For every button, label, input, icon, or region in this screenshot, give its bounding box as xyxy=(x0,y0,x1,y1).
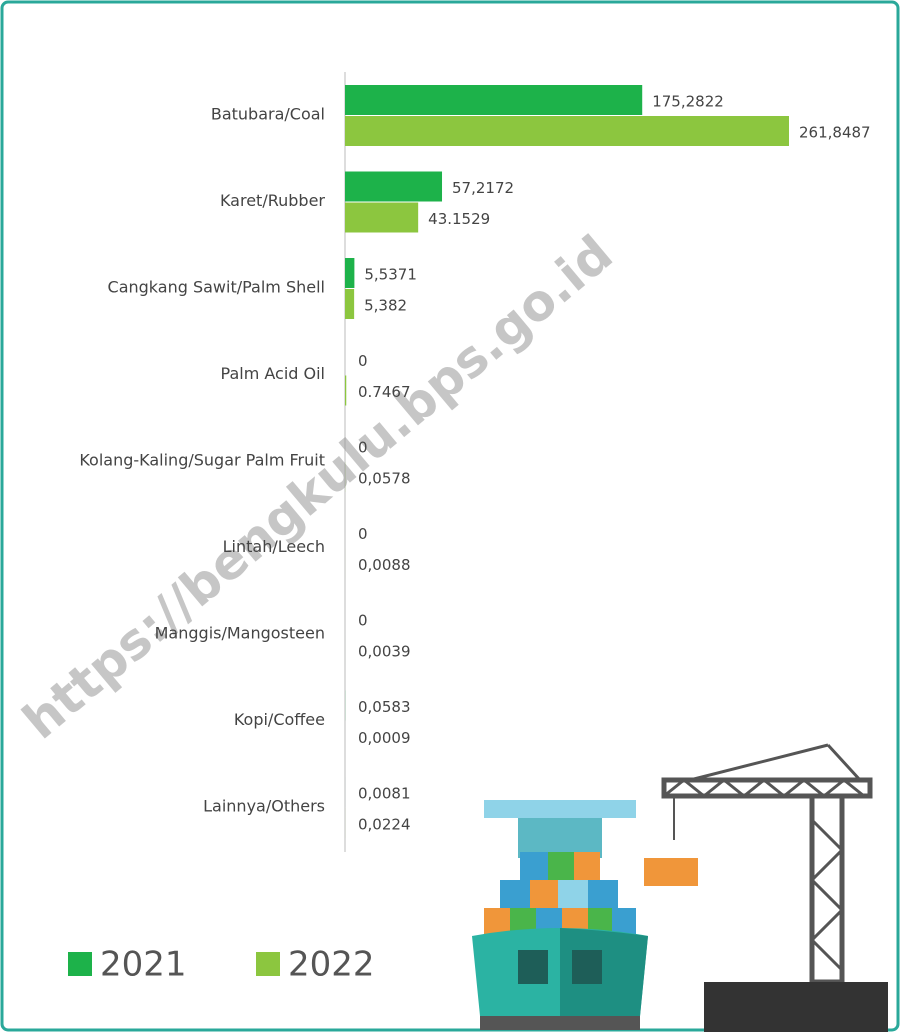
value-label: 175,2822 xyxy=(652,93,724,111)
legend-label: 2022 xyxy=(288,945,375,985)
value-label: 5,5371 xyxy=(364,266,417,284)
category-label: Lintah/Leech xyxy=(223,537,325,556)
value-label: 0,0039 xyxy=(358,643,411,661)
value-label: 0 xyxy=(358,352,368,370)
value-label: 57,2172 xyxy=(452,179,514,197)
bar xyxy=(345,258,354,288)
category-label: Kolang-Kaling/Sugar Palm Fruit xyxy=(79,451,325,470)
value-label: 43.1529 xyxy=(428,210,490,228)
bar xyxy=(345,376,346,406)
value-label: 0 xyxy=(358,439,368,457)
bar xyxy=(345,116,789,146)
value-label: 0,0009 xyxy=(358,729,411,747)
bar xyxy=(345,203,418,233)
value-label: 0,0578 xyxy=(358,470,411,488)
category-label: Palm Acid Oil xyxy=(221,364,325,383)
value-label: 0,0224 xyxy=(358,816,411,834)
value-label: 261,8487 xyxy=(799,124,871,142)
category-label: Manggis/Mangosteen xyxy=(155,624,325,643)
chart: https://bengkulu.bps.go.id Batubara/Coal… xyxy=(0,0,900,1032)
legend-swatch xyxy=(256,952,280,976)
value-label: 0 xyxy=(358,612,368,630)
legend-label: 2021 xyxy=(100,945,187,985)
legend-swatch xyxy=(68,952,92,976)
value-label: 0 xyxy=(358,525,368,543)
category-label: Lainnya/Others xyxy=(203,797,325,816)
value-label: 0,0583 xyxy=(358,698,411,716)
bar xyxy=(345,172,442,202)
category-label: Batubara/Coal xyxy=(211,105,325,124)
value-label: 5,382 xyxy=(364,297,407,315)
category-label: Karet/Rubber xyxy=(220,191,325,210)
value-label: 0.7467 xyxy=(358,383,411,401)
bar xyxy=(345,289,354,319)
value-label: 0,0081 xyxy=(358,785,411,803)
value-label: 0,0088 xyxy=(358,556,411,574)
category-label: Cangkang Sawit/Palm Shell xyxy=(108,278,325,297)
category-label: Kopi/Coffee xyxy=(234,710,325,729)
bar xyxy=(345,85,642,115)
frame xyxy=(2,2,898,1030)
